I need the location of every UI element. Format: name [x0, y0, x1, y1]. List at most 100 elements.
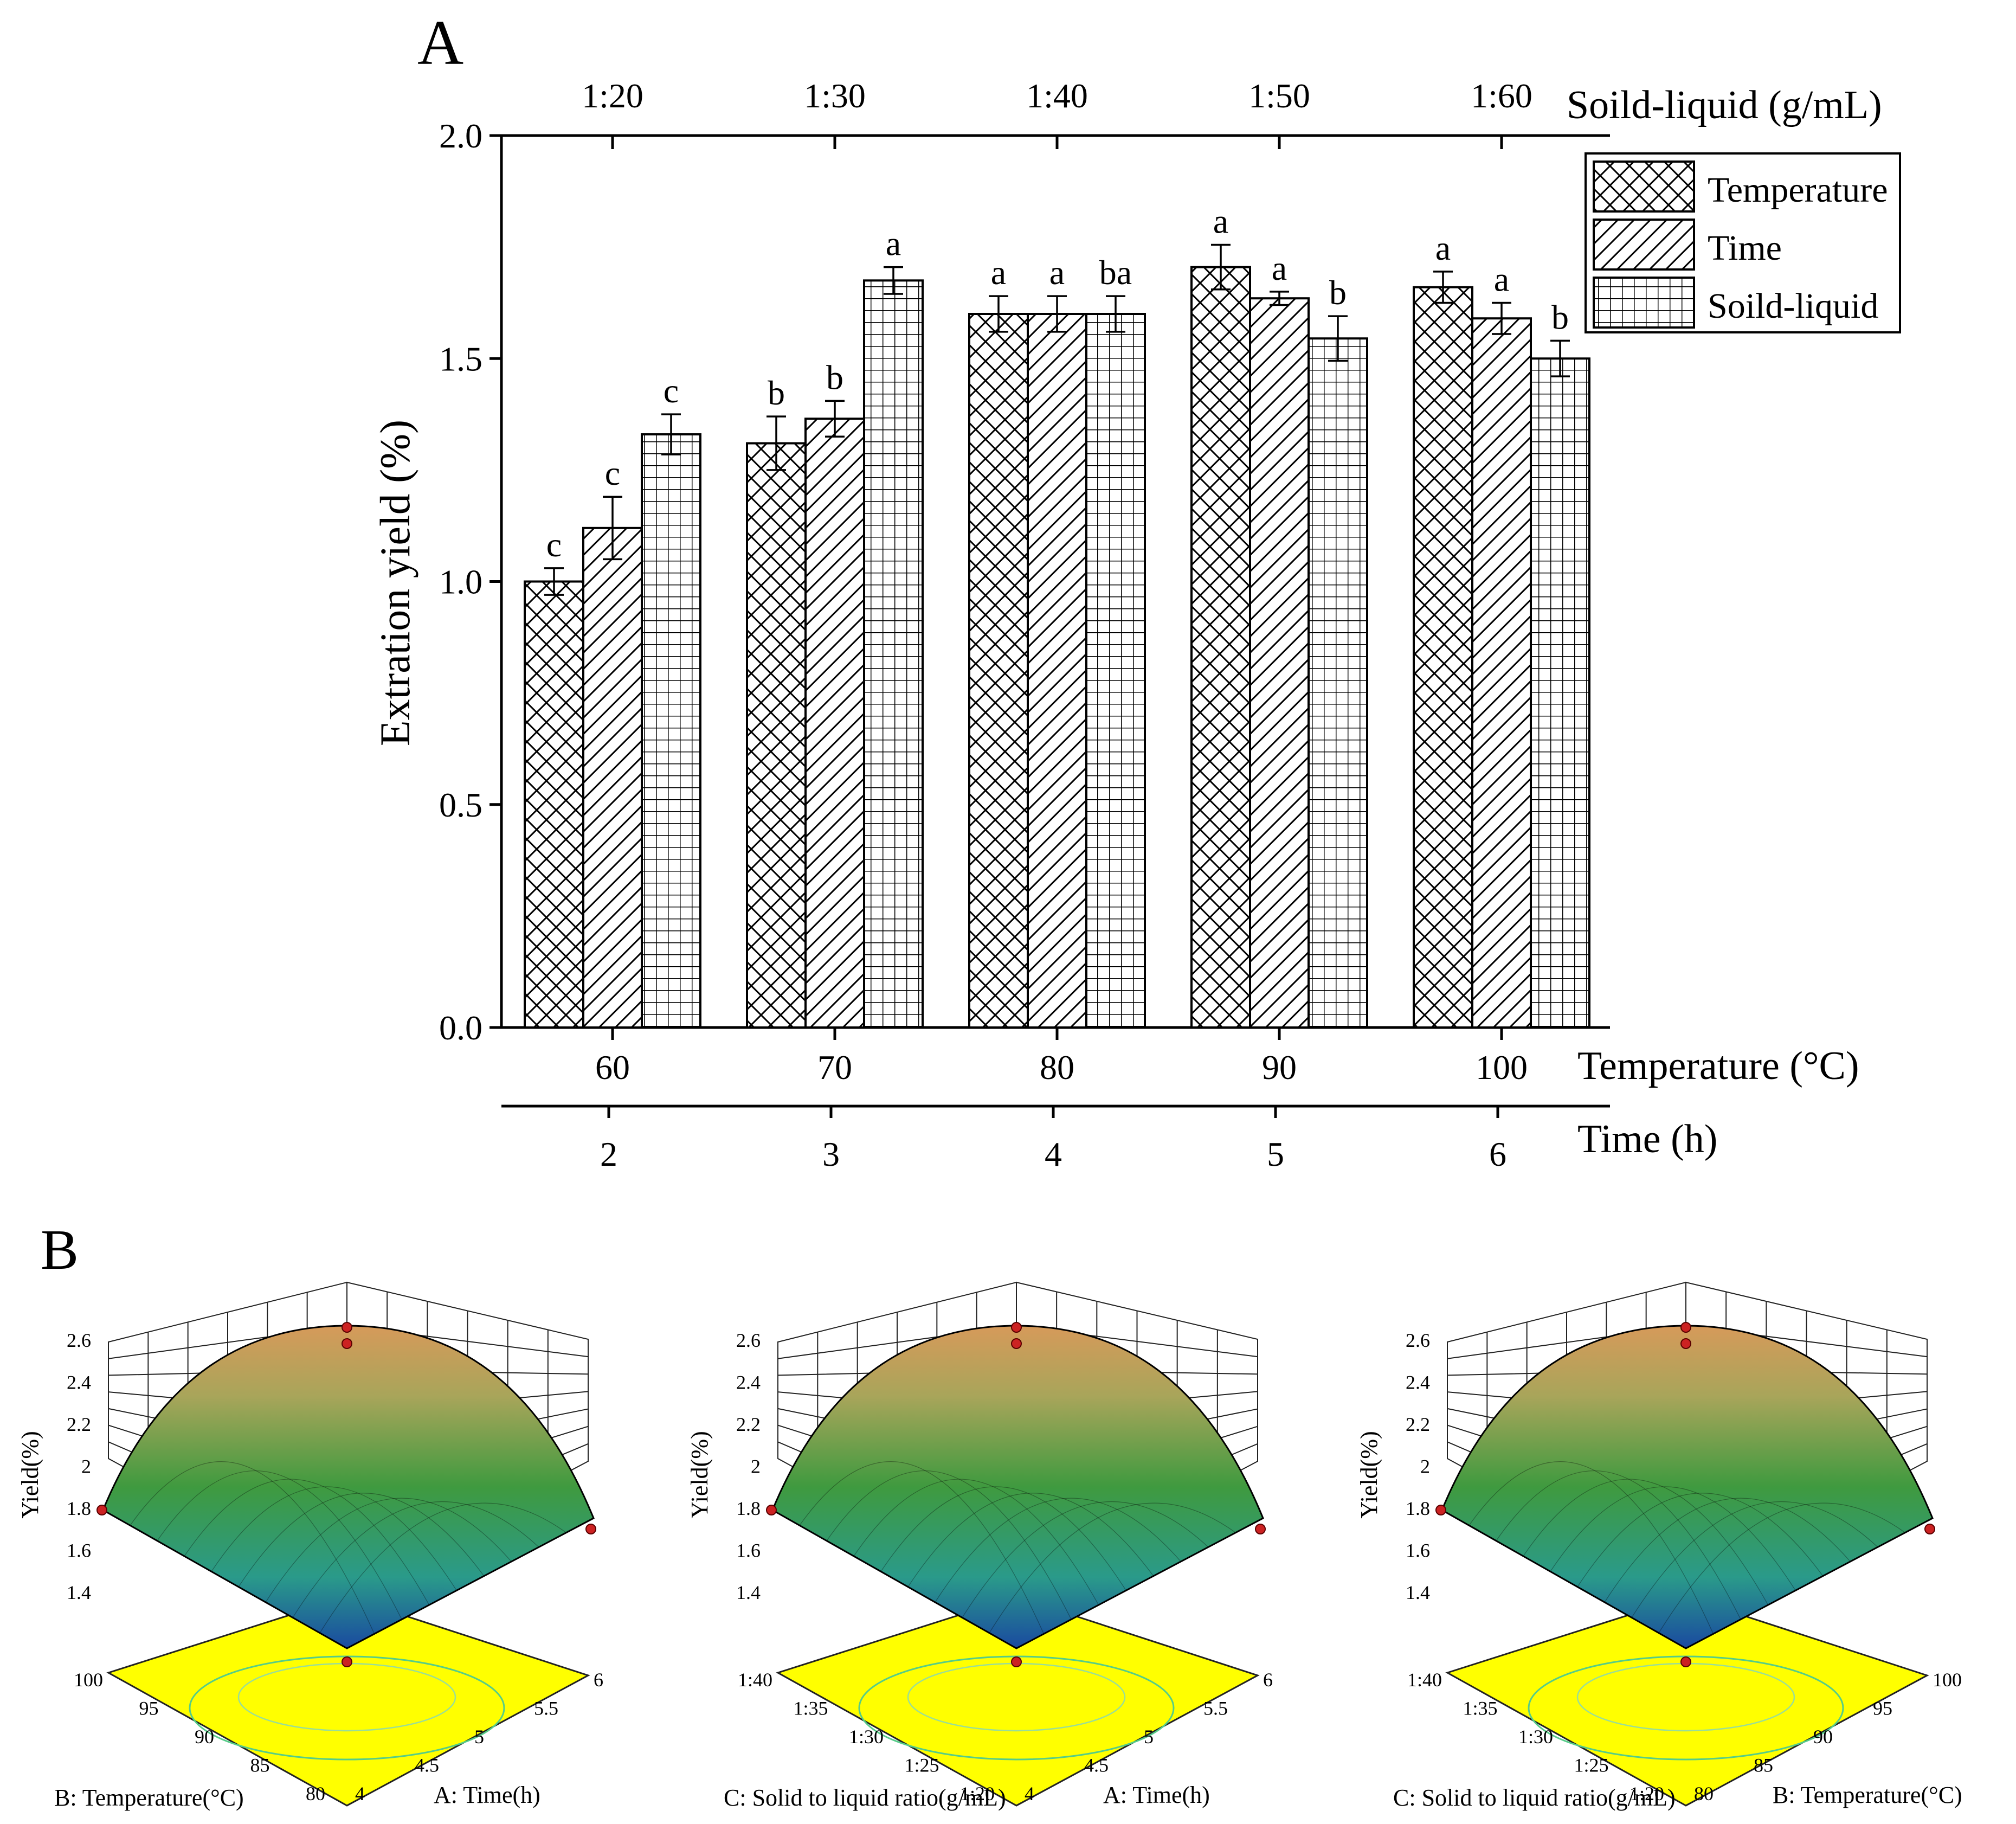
surface-meshline — [1577, 1493, 1824, 1587]
design-point — [1924, 1524, 1935, 1534]
design-point — [1255, 1524, 1266, 1534]
top-axis-tick-label: 1:40 — [1026, 76, 1088, 115]
surface-meshline — [1658, 1502, 1905, 1633]
significance-letter: a — [1435, 229, 1451, 267]
left-axis-tick-label: 80 — [306, 1783, 325, 1804]
surface-meshline — [1550, 1486, 1796, 1591]
right-axis-tick-label: 6 — [594, 1669, 603, 1691]
x-ticks: 1:20 60 2 1:30 70 3 1:40 80 4 1:50 90 5 1:60 100 6 — [582, 76, 1532, 1173]
surface-meshline — [1523, 1479, 1769, 1605]
right-axis-tick-label: 6 — [1263, 1669, 1273, 1691]
error-bar — [603, 496, 622, 561]
design-point — [766, 1505, 777, 1515]
left-axis-tick-label: 1:40 — [738, 1669, 772, 1691]
top-axis-tick-label: 1:60 — [1471, 76, 1532, 115]
z-tick-label: 1.4 — [736, 1582, 761, 1603]
surface-meshline — [1468, 1461, 1714, 1634]
legend-swatch-soild-liquid — [1593, 277, 1695, 329]
time-axis-label: Time (h) — [1577, 1117, 1717, 1161]
right-axis-tick-label: 4 — [1025, 1783, 1034, 1804]
z-axis-label: Yield(%) — [1356, 1431, 1382, 1518]
temperature-tick-label: 100 — [1476, 1048, 1528, 1087]
surface-meshline — [184, 1479, 430, 1605]
surface-meshline — [880, 1486, 1126, 1591]
legend-swatch-time — [1593, 219, 1695, 271]
design-point — [342, 1338, 352, 1349]
bar-time — [1027, 313, 1087, 1029]
bar-time — [804, 418, 865, 1029]
right-axis-tick-label: 5.5 — [534, 1698, 558, 1719]
significance-letter: b — [768, 374, 785, 412]
z-tick-label: 1.6 — [736, 1540, 761, 1562]
right-axis-tick-label: 80 — [1694, 1783, 1714, 1804]
time-tick-label: 2 — [600, 1135, 617, 1173]
right-axis-tick-label: 5 — [474, 1726, 484, 1748]
surface-meshline — [130, 1461, 375, 1634]
surface-meshline — [962, 1501, 1209, 1618]
left-axis-tick-label: 1:30 — [1518, 1726, 1553, 1748]
right-axis-label: A: Time(h) — [434, 1782, 540, 1808]
temperature-tick-label: 70 — [817, 1048, 852, 1087]
surface-meshline — [907, 1493, 1154, 1587]
z-tick-label: 1.8 — [67, 1498, 91, 1519]
right-axis-tick-label: 4.5 — [415, 1755, 439, 1776]
top-axis-tick-label: 1:20 — [582, 76, 643, 115]
significance-letter: a — [886, 224, 901, 263]
temperature-axis-label: Temperature (°C) — [1577, 1044, 1859, 1088]
temperature-tick-label: 60 — [595, 1048, 630, 1087]
left-axis-tick-label: 95 — [139, 1698, 159, 1719]
z-tick-label: 2 — [751, 1456, 761, 1478]
z-tick-label: 2.6 — [67, 1330, 91, 1351]
significance-letter: b — [1551, 298, 1569, 336]
surface-meshline — [989, 1502, 1236, 1633]
significance-letter: a — [1049, 253, 1065, 292]
error-bar — [767, 415, 786, 471]
error-bar — [1433, 271, 1453, 304]
surface-meshline — [211, 1486, 457, 1591]
panel-b-letter: B — [41, 1218, 79, 1281]
y-tick-label: 0.5 — [439, 786, 482, 824]
error-bar — [661, 413, 681, 455]
left-axis-label: C: Solid to liquid ratio(g/mL) — [1393, 1784, 1676, 1811]
bar-temperature — [1413, 286, 1473, 1029]
significance-letter: ba — [1099, 253, 1132, 292]
z-tick-label: 2.2 — [736, 1414, 761, 1435]
right-axis-tick-label: 5 — [1144, 1726, 1154, 1748]
surface-meshline — [1631, 1501, 1878, 1618]
z-tick-label: 1.6 — [1406, 1540, 1430, 1562]
left-axis-tick-label: 1:40 — [1407, 1669, 1442, 1691]
left-axis-tick-label: 1:30 — [849, 1726, 884, 1748]
design-point — [1680, 1322, 1691, 1333]
z-tick-label: 1.6 — [67, 1540, 91, 1562]
left-axis-tick-label: 1:20 — [1629, 1783, 1664, 1804]
significance-letter: c — [546, 525, 562, 564]
temperature-tick-label: 80 — [1040, 1048, 1074, 1087]
y-tick-label: 1.5 — [439, 339, 482, 378]
design-point — [1435, 1505, 1446, 1515]
right-axis-label: B: Temperature(°C) — [1773, 1782, 1962, 1808]
error-bar — [1270, 291, 1289, 306]
panel-a-letter: A — [417, 7, 463, 78]
error-bar — [1550, 339, 1570, 377]
significance-letter: a — [1272, 249, 1287, 287]
legend-label-temperature: Temperature — [1708, 170, 1888, 210]
right-axis-tick-label: 100 — [1933, 1669, 1962, 1691]
design-point — [342, 1322, 352, 1333]
z-tick-label: 2.2 — [67, 1414, 91, 1435]
design-point — [585, 1524, 596, 1534]
y-ticks: 0.0 0.5 1.0 1.5 2.0 — [439, 117, 501, 1047]
left-axis-label: C: Solid to liquid ratio(g/mL) — [724, 1784, 1006, 1811]
left-axis-tick-label: 1:20 — [960, 1783, 995, 1804]
significance-letter: b — [1329, 273, 1347, 312]
surface-meshline — [1604, 1498, 1851, 1603]
z-tick-label: 1.4 — [67, 1582, 91, 1603]
right-axis-tick-label: 95 — [1873, 1698, 1892, 1719]
z-tick-label: 1.8 — [736, 1498, 761, 1519]
time-tick-label: 5 — [1267, 1135, 1284, 1173]
design-point — [1680, 1338, 1691, 1349]
design-point — [1011, 1338, 1022, 1349]
left-axis-label: B: Temperature(°C) — [54, 1784, 244, 1811]
bar-temperature — [524, 580, 584, 1029]
error-bar — [1047, 295, 1067, 333]
z-tick-label: 2.4 — [1406, 1372, 1430, 1393]
